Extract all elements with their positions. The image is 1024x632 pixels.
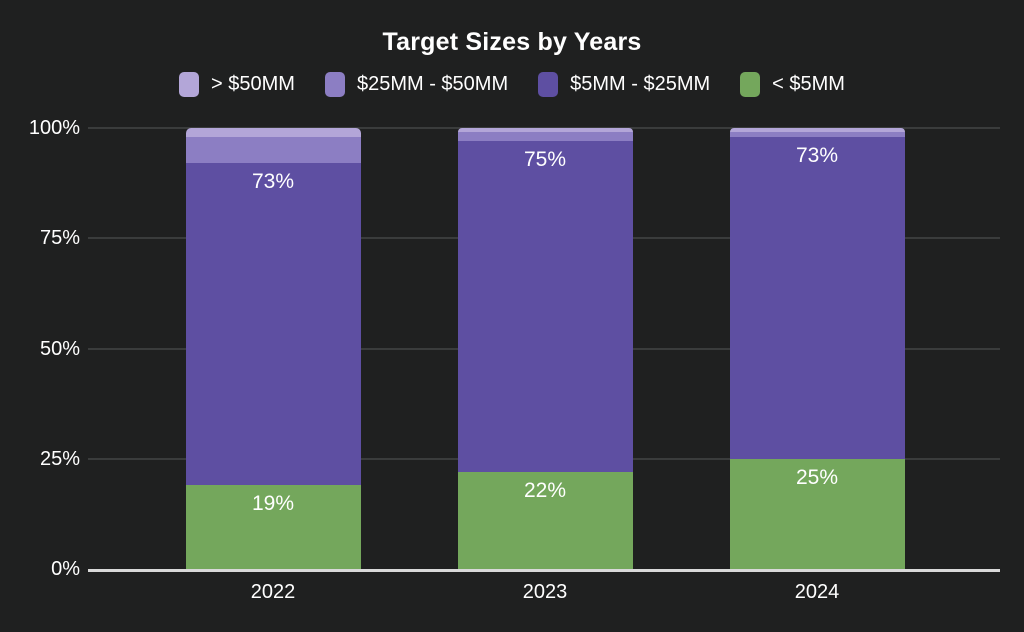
bar-segment[interactable] xyxy=(457,128,633,133)
x-tick-label: 2022 xyxy=(250,581,296,603)
legend-swatch-icon xyxy=(179,72,200,97)
y-tick-label: 25% xyxy=(39,447,80,470)
legend-item-label: $5MM - $25MM xyxy=(570,73,711,95)
legend-swatch-icon xyxy=(324,72,345,97)
legend-item-3[interactable]: $5MM - $25MM xyxy=(538,72,710,97)
chart-legend: > $50MM $25MM - $50MM $5MM - $25MM < $5MM xyxy=(0,72,1024,97)
bar-segment[interactable] xyxy=(457,132,633,142)
legend-swatch-icon xyxy=(538,72,559,97)
x-tick-label: 2024 xyxy=(794,581,840,603)
legend-item-1[interactable]: > $50MM xyxy=(179,72,295,97)
legend-item-label: < $5MM xyxy=(772,73,845,95)
legend-item-label: > $50MM xyxy=(211,73,295,95)
bar-segment[interactable] xyxy=(185,485,361,569)
legend-swatch-icon xyxy=(740,72,761,97)
bar-segment[interactable] xyxy=(729,132,905,137)
bar-segment[interactable] xyxy=(729,136,905,459)
bar-segment[interactable] xyxy=(457,141,633,472)
x-tick-label: 2023 xyxy=(522,581,568,603)
bar-segment[interactable] xyxy=(185,128,361,137)
y-tick-label: 100% xyxy=(28,117,80,139)
legend-item-label: $25MM - $50MM xyxy=(356,73,509,95)
bar-segment[interactable] xyxy=(729,128,905,133)
x-axis-line xyxy=(88,569,1000,572)
y-tick-label: 75% xyxy=(39,227,80,250)
chart-title: Target Sizes by Years xyxy=(382,28,642,56)
y-tick-label: 50% xyxy=(39,337,80,360)
bar-segment[interactable] xyxy=(457,471,633,569)
legend-item-4[interactable]: < $5MM xyxy=(740,72,845,97)
bar-segment[interactable] xyxy=(729,458,905,569)
bar-segment[interactable] xyxy=(185,136,361,164)
legend-item-2[interactable]: $25MM - $50MM xyxy=(324,72,509,97)
y-tick-label: 0% xyxy=(51,558,80,580)
bar-segment[interactable] xyxy=(185,163,361,486)
